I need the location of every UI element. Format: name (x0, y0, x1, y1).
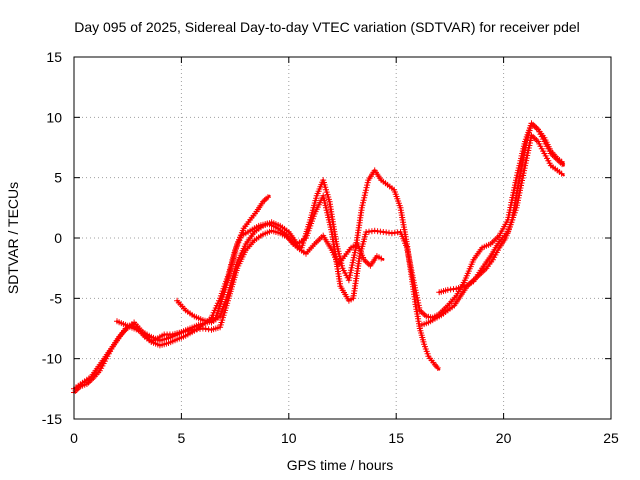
x-axis-label: GPS time / hours (287, 457, 394, 473)
series-track-6 (436, 132, 564, 295)
y-tick-label: 0 (54, 230, 62, 246)
series-markers (114, 228, 384, 344)
chart: Day 095 of 2025, Sidereal Day-to-day VTE… (0, 0, 640, 480)
series-markers (174, 120, 565, 325)
y-tick-label: 15 (46, 49, 62, 65)
x-tick-label: 5 (178, 430, 186, 446)
x-tick-label: 20 (496, 430, 512, 446)
x-tick-label: 0 (70, 430, 78, 446)
x-tick-label: 15 (388, 430, 404, 446)
y-tick-label: -10 (42, 351, 62, 367)
series-line (117, 231, 383, 341)
series-line (439, 135, 564, 292)
y-tick-label: 10 (46, 109, 62, 125)
series-markers (71, 167, 441, 391)
series-track-2 (71, 167, 441, 391)
y-axis-label: SDTVAR / TECUs (5, 182, 21, 294)
series-track-4 (114, 228, 384, 344)
series-line (74, 170, 439, 388)
grid-layer (74, 57, 611, 419)
x-tick-label: 10 (281, 430, 297, 446)
series-layer (71, 120, 565, 395)
y-tick-label: -5 (50, 290, 63, 306)
y-tick-label: -15 (42, 411, 62, 427)
x-tick-label: 25 (603, 430, 619, 446)
y-tick-label: 5 (54, 170, 62, 186)
series-track-3 (174, 120, 565, 325)
chart-title: Day 095 of 2025, Sidereal Day-to-day VTE… (74, 19, 580, 35)
series-markers (436, 132, 564, 295)
